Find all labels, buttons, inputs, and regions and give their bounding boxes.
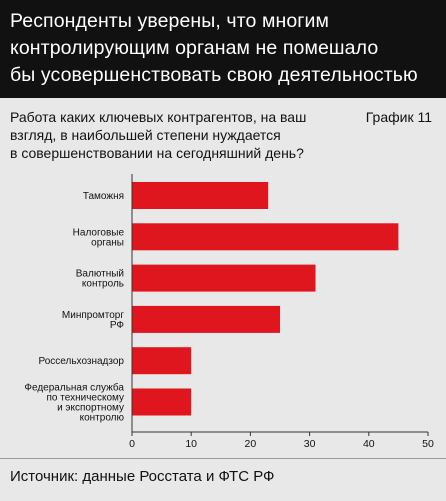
bar-5 [132,388,192,416]
headline-line-2: контролирующим органам не помешало [10,37,379,59]
category-label-5-2: и экспортному [57,403,124,414]
question-line-3: в совершенствовании на сегодняшний день? [10,145,304,161]
x-tick-label-3: 30 [304,438,316,450]
header-banner: Респонденты уверены, что многим контроли… [0,0,446,98]
footer: Источник: данные Росстата и ФТС РФ [0,458,446,501]
category-label-5-0: Федеральная служба [24,382,124,394]
x-tick-label-0: 0 [129,438,135,450]
category-label-4-0: Россельхознадзор [38,356,124,367]
x-tick-label-1: 10 [185,438,197,450]
graph-number-label: График 11 [365,109,432,125]
question-text: Работа каких ключевых контрагентов, на в… [10,108,350,162]
question-line-1: Работа каких ключевых контрагентов, на в… [10,109,307,125]
question-line-2: взгляд, в наибольшей степени нуждается [10,127,281,143]
bar-3 [132,305,280,333]
category-label-0-0: Таможня [83,191,124,202]
category-label-2-0: Валютный [76,269,124,280]
bar-4 [132,347,192,375]
category-label-1-0: Налоговые [73,227,125,238]
headline-line-3: бы усовершенствовать свою деятельностью [10,64,418,86]
headline-line-1: Респонденты уверены, что многим [10,10,329,32]
category-label-1-1: органы [91,237,124,248]
x-tick-label-5: 50 [422,438,434,450]
category-label-5-1: по техническому [47,393,124,404]
source-note: Источник: данные Росстата и ФТС РФ [10,468,275,485]
bar-0 [132,182,269,209]
bar-2 [132,264,316,292]
x-tick-label-2: 20 [245,438,257,450]
category-label-5-3: контролю [80,413,125,424]
category-label-2-1: контроль [82,279,124,290]
headline: Респонденты уверены, что многим контроли… [10,8,436,89]
category-label-3-0: Минпромторг [62,310,124,321]
x-tick-label-4: 40 [363,438,375,450]
bar-1 [132,223,399,251]
category-label-3-1: РФ [110,320,125,331]
